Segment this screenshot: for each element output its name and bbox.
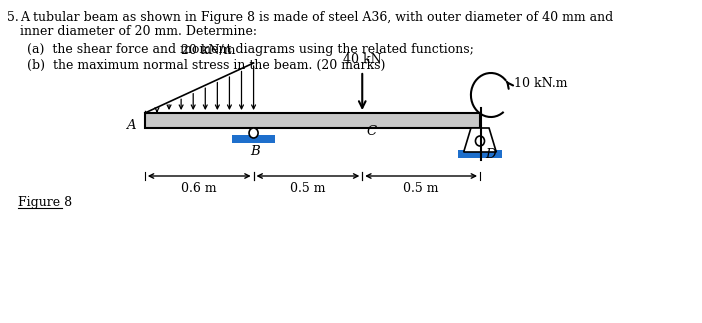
- Text: 5.: 5.: [7, 11, 19, 24]
- Polygon shape: [464, 128, 496, 152]
- Text: 0.5 m: 0.5 m: [290, 182, 326, 195]
- Text: 20 kN/m: 20 kN/m: [181, 44, 236, 57]
- Text: Figure 8: Figure 8: [18, 196, 72, 209]
- Text: 0.6 m: 0.6 m: [181, 182, 217, 195]
- Text: 0.5 m: 0.5 m: [404, 182, 439, 195]
- Text: B: B: [251, 145, 260, 158]
- Bar: [458, 150, 502, 158]
- Text: inner diameter of 20 mm. Determine:: inner diameter of 20 mm. Determine:: [20, 25, 257, 38]
- Text: A: A: [126, 119, 136, 131]
- Bar: [232, 135, 275, 143]
- Text: A tubular beam as shown in Figure 8 is made of steel A36, with outer diameter of: A tubular beam as shown in Figure 8 is m…: [20, 11, 613, 24]
- Text: C: C: [366, 125, 377, 138]
- Bar: [145, 113, 480, 128]
- Text: D: D: [485, 148, 496, 161]
- Text: (a)  the shear force and moment diagrams using the related functions;: (a) the shear force and moment diagrams …: [27, 43, 474, 56]
- Text: 40 kN: 40 kN: [343, 53, 382, 66]
- Text: 10 kN.m: 10 kN.m: [515, 77, 568, 89]
- Circle shape: [249, 128, 258, 138]
- Circle shape: [475, 136, 484, 146]
- Text: (b)  the maximum normal stress in the beam. (20 marks): (b) the maximum normal stress in the bea…: [27, 59, 385, 72]
